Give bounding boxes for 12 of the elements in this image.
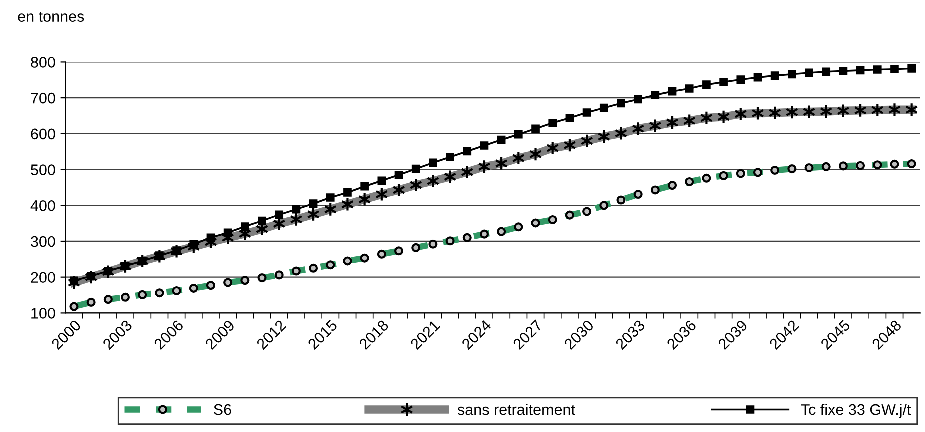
y-tick-label: 100	[32, 308, 56, 319]
legend-label: Tc fixe 33 GW.j/t	[801, 404, 912, 418]
y-tick-label: 600	[31, 128, 56, 140]
y-tick-label: 500	[31, 164, 56, 176]
y-axis-title: en tonnes	[18, 12, 84, 22]
y-tick-label: 700	[31, 92, 56, 104]
legend-label: sans retraitement	[458, 404, 576, 416]
y-tick-label: 400	[30, 200, 56, 212]
y-tick-label: 800	[31, 57, 56, 68]
legend-label: S6	[214, 404, 232, 416]
y-tick-label: 200	[31, 272, 56, 284]
y-tick-label: 300	[31, 236, 56, 248]
